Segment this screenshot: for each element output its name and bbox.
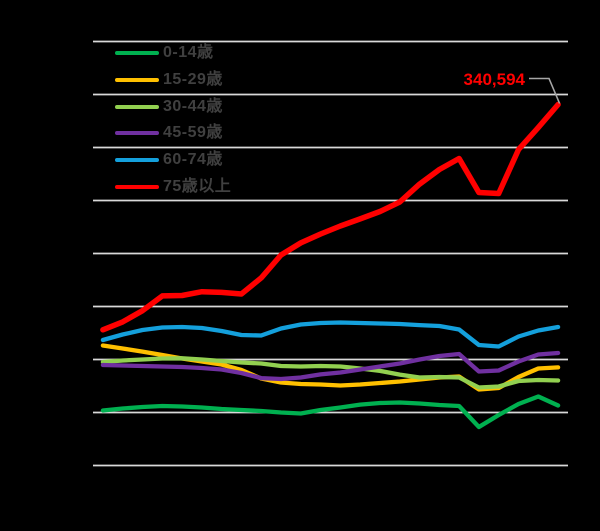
legend-label-15-29: 15-29歳	[163, 71, 223, 89]
legend-swatch-30-44	[115, 104, 159, 109]
legend-label-45-59: 45-59歳	[163, 124, 223, 142]
legend-swatch-75-plus	[115, 184, 159, 189]
legend-item-75-plus: 75歳以上	[115, 173, 231, 200]
data-label-340594: 340,594	[463, 70, 525, 89]
legend-swatch-0-14	[115, 51, 159, 56]
legend-swatch-45-59	[115, 131, 159, 136]
legend-item-45-59: 45-59歳	[115, 120, 231, 147]
legend-swatch-15-29	[115, 78, 159, 83]
series-line-4	[100, 320, 561, 349]
legend-swatch-60-74	[115, 158, 159, 163]
legend-item-0-14: 0-14歳	[115, 40, 231, 67]
legend-label-30-44: 30-44歳	[163, 97, 223, 115]
series-line-3	[100, 350, 561, 382]
legend-label-0-14: 0-14歳	[163, 44, 214, 62]
series-line-0	[100, 394, 561, 430]
legend-item-30-44: 30-44歳	[115, 93, 231, 120]
legend-item-60-74: 60-74歳	[115, 147, 231, 174]
series-line-2	[100, 356, 561, 390]
legend-item-15-29: 15-29歳	[115, 67, 231, 94]
legend: 0-14歳 15-29歳 30-44歳 45-59歳 60-74歳 75歳以上	[115, 40, 231, 200]
series-line-5	[100, 101, 561, 333]
legend-label-60-74: 60-74歳	[163, 151, 223, 169]
legend-label-75-plus: 75歳以上	[163, 177, 232, 195]
annotation-leader-line	[529, 77, 561, 104]
